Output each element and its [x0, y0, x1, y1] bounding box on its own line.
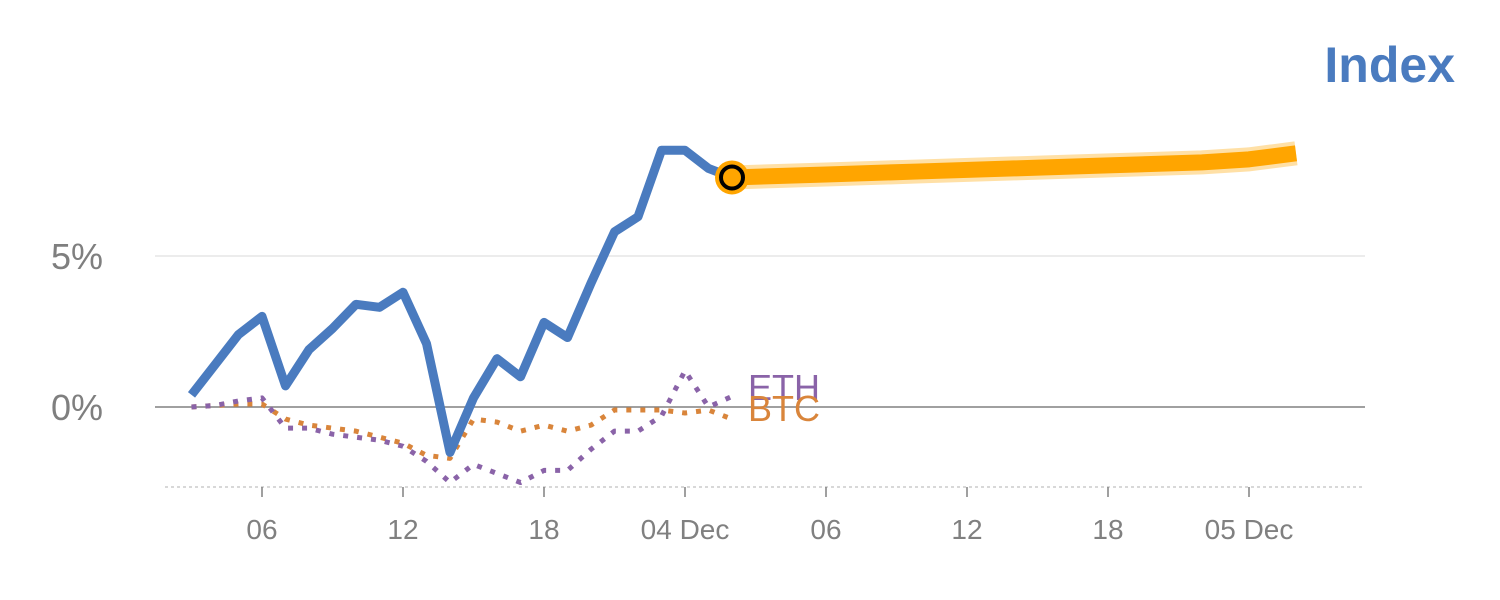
- y-tick-label: 5%: [51, 236, 103, 277]
- highlight-marker: [719, 164, 745, 191]
- x-axis: 06 12 18 04 Dec 06 12 18 05 Dec: [165, 486, 1365, 545]
- eth-line: [191, 368, 734, 485]
- y-axis: 0% 5%: [51, 236, 103, 428]
- gridlines: [155, 255, 1365, 408]
- eth-label: ETH: [748, 367, 820, 408]
- y-tick-label: 0%: [51, 387, 103, 428]
- x-tick-label: 06: [810, 514, 841, 545]
- x-tick-label: 05 Dec: [1205, 514, 1294, 545]
- btc-label: BTC: [748, 388, 820, 429]
- x-tick-label: 06: [246, 514, 277, 545]
- forecast-line: [731, 145, 1298, 186]
- x-tick-label: 12: [387, 514, 418, 545]
- x-tick-label: 18: [1092, 514, 1123, 545]
- x-tick-label: 18: [528, 514, 559, 545]
- x-tick-label: 04 Dec: [641, 514, 730, 545]
- index-line: [187, 145, 734, 457]
- series-lines: [187, 141, 1298, 485]
- x-tick-label: 12: [951, 514, 982, 545]
- chart-title: Index: [1324, 37, 1455, 93]
- btc-line: [191, 401, 733, 461]
